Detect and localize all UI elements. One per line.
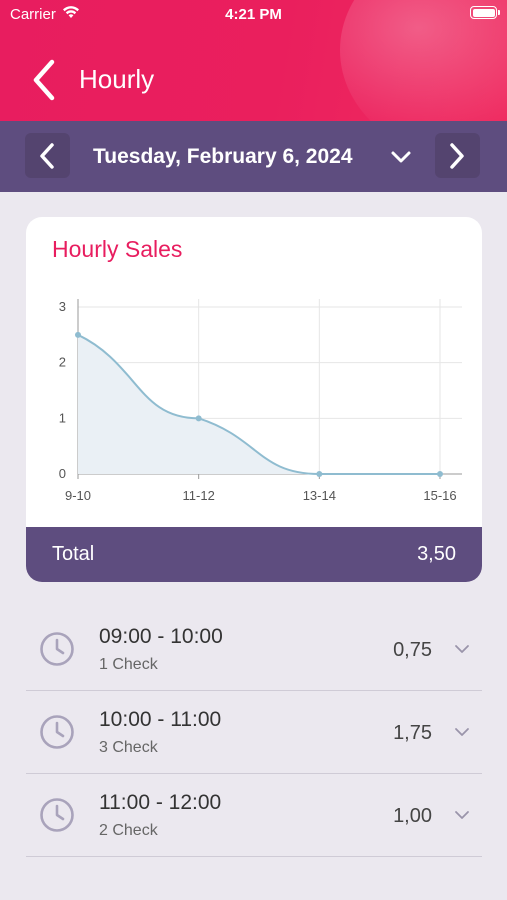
chevron-down-icon[interactable] bbox=[454, 726, 470, 738]
chevron-right-icon bbox=[450, 143, 464, 169]
date-dropdown-button[interactable] bbox=[390, 149, 412, 170]
data-point bbox=[437, 471, 443, 477]
selected-date[interactable]: Tuesday, February 6, 2024 bbox=[93, 145, 353, 168]
series-line bbox=[77, 333, 440, 476]
hourly-sales-chart: 0 1 2 3 9-10 11-12 13-14 15-16 bbox=[59, 299, 462, 503]
date-bar: Tuesday, February 6, 2024 bbox=[0, 121, 507, 192]
clock-icon bbox=[40, 798, 74, 832]
list-item[interactable]: 11:00 - 12:00 2 Check 1,00 bbox=[26, 774, 482, 857]
hourly-list: 09:00 - 10:00 1 Check 0,75 10:00 - 11:00… bbox=[26, 608, 482, 857]
hour-amount: 1,75 bbox=[393, 722, 432, 744]
clock-icon bbox=[40, 715, 74, 749]
y-tick-label: 0 bbox=[59, 466, 66, 481]
back-button[interactable] bbox=[28, 58, 68, 102]
hour-amount: 1,00 bbox=[393, 805, 432, 827]
next-day-button[interactable] bbox=[435, 133, 480, 178]
hour-amount: 0,75 bbox=[393, 639, 432, 661]
hour-range: 11:00 - 12:00 bbox=[99, 791, 222, 814]
app-header: Carrier 4:21 PM Hourly bbox=[0, 0, 507, 121]
y-tick-label: 2 bbox=[59, 355, 66, 370]
check-count: 1 Check bbox=[99, 656, 158, 673]
hour-range: 10:00 - 11:00 bbox=[99, 708, 222, 731]
status-bar: Carrier 4:21 PM bbox=[0, 0, 507, 28]
y-tick-label: 1 bbox=[59, 410, 66, 425]
x-tick-label: 11-12 bbox=[183, 488, 215, 503]
data-point bbox=[316, 471, 323, 477]
x-tick-label: 13-14 bbox=[303, 488, 336, 503]
chevron-down-icon bbox=[391, 151, 411, 163]
page-title: Hourly bbox=[79, 64, 155, 94]
list-item[interactable]: 09:00 - 10:00 1 Check 0,75 bbox=[26, 608, 482, 691]
wifi-icon bbox=[63, 6, 79, 18]
header-decoration bbox=[340, 0, 507, 121]
carrier-label: Carrier bbox=[10, 6, 56, 23]
list-item[interactable]: 10:00 - 11:00 3 Check 1,75 bbox=[26, 691, 482, 774]
chevron-down-icon[interactable] bbox=[454, 643, 470, 655]
x-tick-label: 9-10 bbox=[65, 488, 91, 503]
battery-icon bbox=[470, 6, 500, 19]
x-tick-label: 15-16 bbox=[423, 488, 456, 503]
hour-range: 09:00 - 10:00 bbox=[99, 625, 223, 648]
total-label: Total bbox=[52, 543, 95, 565]
total-bar: Total 3,50 bbox=[26, 527, 482, 582]
y-tick-label: 3 bbox=[59, 299, 66, 314]
check-count: 2 Check bbox=[99, 822, 158, 839]
chevron-left-icon bbox=[40, 143, 54, 169]
series-area bbox=[78, 334, 440, 474]
chevron-down-icon[interactable] bbox=[454, 809, 470, 821]
data-point bbox=[75, 331, 81, 338]
data-point bbox=[195, 415, 202, 422]
status-time: 4:21 PM bbox=[225, 6, 282, 23]
check-count: 3 Check bbox=[99, 739, 158, 756]
hourly-sales-card: Hourly Sales 0 1 2 3 9-10 11-12 13-14 15-16 Tot… bbox=[26, 217, 482, 582]
clock-icon bbox=[40, 632, 74, 666]
total-value: 3,50 bbox=[417, 543, 456, 565]
card-title: Hourly Sales bbox=[52, 236, 183, 262]
chevron-left-icon bbox=[33, 59, 55, 101]
previous-day-button[interactable] bbox=[25, 133, 70, 178]
